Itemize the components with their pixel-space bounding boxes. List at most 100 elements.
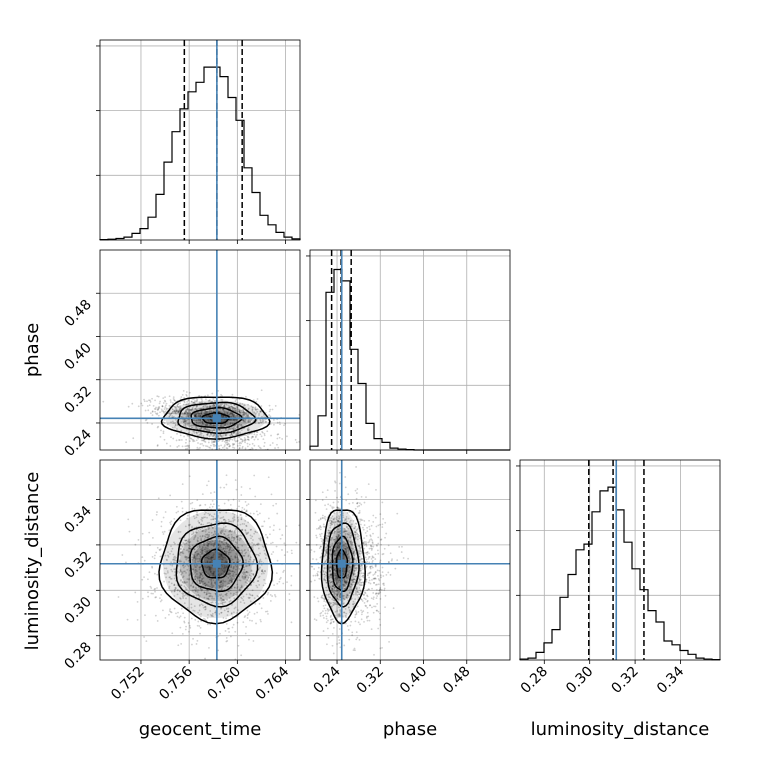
scatter-panel-geocent-time-phase-point [212, 424, 215, 427]
scatter-panel-geocent-time-phase-point [239, 402, 242, 405]
scatter-panel-geocent-time-luminosity-distance-point [191, 526, 193, 529]
scatter-panel-geocent-time-luminosity-distance-point [196, 511, 198, 514]
scatter-panel-geocent-time-phase-point [177, 411, 180, 414]
scatter-panel-phase-luminosity-distance-point [329, 553, 332, 556]
scatter-panel-geocent-time-phase-point [159, 400, 161, 403]
scatter-panel-phase-luminosity-distance-point [381, 571, 384, 574]
scatter-panel-geocent-time-luminosity-distance-point [208, 592, 211, 595]
scatter-panel-phase-luminosity-distance-point [336, 537, 339, 540]
scatter-panel-geocent-time-phase-point [193, 401, 195, 404]
scatter-panel-geocent-time-phase-point [211, 430, 213, 433]
scatter-panel-geocent-time-phase-point [250, 461, 252, 463]
scatter-panel-phase-luminosity-distance-point [363, 597, 366, 600]
scatter-panel-geocent-time-phase-point [202, 405, 205, 408]
scatter-panel-geocent-time-luminosity-distance-point [218, 552, 221, 555]
scatter-panel-geocent-time-phase-point [241, 440, 244, 443]
scatter-panel-geocent-time-phase-point [184, 423, 187, 426]
scatter-panel-geocent-time-luminosity-distance-point [201, 571, 204, 574]
scatter-panel-phase-luminosity-distance-point [366, 530, 369, 533]
scatter-panel-geocent-time-luminosity-distance-point [225, 593, 228, 596]
scatter-panel-geocent-time-luminosity-distance-point [238, 588, 241, 591]
scatter-panel-geocent-time-phase-point [226, 466, 228, 468]
scatter-panel-phase-luminosity-distance-point [336, 589, 339, 592]
scatter-panel-geocent-time-luminosity-distance-point [192, 553, 194, 556]
scatter-panel-phase-luminosity-distance-point [334, 545, 337, 547]
scatter-panel-geocent-time-phase-point [170, 412, 173, 415]
scatter-panel-geocent-time-phase-point [253, 433, 256, 436]
scatter-panel-geocent-time-phase-point [247, 436, 250, 439]
scatter-panel-phase-luminosity-distance-point [362, 542, 365, 545]
scatter-panel-geocent-time-luminosity-distance-point [173, 584, 176, 586]
scatter-panel-geocent-time-phase-point [181, 413, 184, 416]
scatter-panel-geocent-time-phase-point [227, 452, 229, 454]
scatter-panel-geocent-time-phase-point [137, 405, 140, 408]
scatter-panel-geocent-time-luminosity-distance-point [205, 591, 208, 594]
scatter-panel-geocent-time-luminosity-distance-point [227, 536, 230, 539]
scatter-panel-phase-luminosity-distance-point [342, 557, 345, 559]
scatter-panel-geocent-time-phase-point [220, 435, 222, 437]
scatter-panel-geocent-time-luminosity-distance-point [223, 550, 226, 553]
scatter-panel-phase-luminosity-distance-point [322, 523, 325, 526]
scatter-panel-geocent-time-luminosity-distance-point [233, 571, 236, 574]
scatter-panel-phase-luminosity-distance-point [337, 598, 340, 601]
scatter-panel-geocent-time-phase-point [209, 430, 212, 432]
scatter-panel-phase-luminosity-distance-point [342, 572, 345, 575]
scatter-panel-geocent-time-luminosity-distance-point [240, 518, 243, 520]
scatter-panel-geocent-time-luminosity-distance-point [203, 541, 205, 544]
scatter-panel-geocent-time-phase-point [227, 409, 230, 412]
scatter-panel-geocent-time-phase-point [234, 408, 236, 410]
scatter-panel-phase-luminosity-distance-point [353, 566, 356, 569]
scatter-panel-geocent-time-luminosity-distance-point [242, 621, 245, 624]
scatter-panel-geocent-time-phase-point [186, 401, 189, 403]
scatter-panel-geocent-time-phase-point [277, 446, 280, 449]
scatter-panel-phase-luminosity-distance-point [325, 581, 328, 584]
scatter-panel-geocent-time-luminosity-distance-point [201, 530, 204, 533]
scatter-panel-phase-luminosity-distance-point [325, 552, 328, 555]
scatter-panel-geocent-time-luminosity-distance-point [195, 516, 198, 519]
scatter-panel-phase-luminosity-distance-point [330, 521, 333, 524]
scatter-panel-geocent-time-luminosity-distance-point [228, 530, 231, 533]
scatter-panel-phase-luminosity-distance-point [352, 573, 355, 575]
scatter-panel-geocent-time-luminosity-distance-point [198, 566, 201, 569]
scatter-panel-geocent-time-luminosity-distance-point [253, 543, 255, 546]
scatter-panel-geocent-time-phase-point [221, 398, 224, 401]
scatter-panel-geocent-time-luminosity-distance-point [141, 532, 144, 535]
scatter-panel-phase-luminosity-distance-point [314, 511, 317, 514]
scatter-panel-phase-luminosity-distance-point [336, 523, 339, 526]
scatter-panel-geocent-time-luminosity-distance-point [228, 568, 231, 571]
scatter-panel-phase-luminosity-distance-point [321, 517, 324, 519]
scatter-panel-geocent-time-phase-point [198, 415, 201, 418]
scatter-panel-geocent-time-phase-point [144, 419, 147, 422]
scatter-panel-geocent-time-phase-point [255, 431, 258, 433]
scatter-panel-geocent-time-phase-point [252, 452, 254, 454]
scatter-panel-phase-luminosity-distance-point [329, 596, 332, 599]
scatter-panel-geocent-time-luminosity-distance-point [225, 483, 228, 486]
scatter-panel-geocent-time-luminosity-distance-point [213, 597, 215, 600]
scatter-panel-geocent-time-phase-point [222, 434, 225, 437]
scatter-panel-geocent-time-luminosity-distance-point [266, 536, 269, 539]
scatter-panel-geocent-time-luminosity-distance-point [199, 554, 201, 556]
scatter-panel-geocent-time-phase-point [256, 463, 258, 465]
scatter-panel-geocent-time-luminosity-distance-xtick-label-0: 0.752 [108, 664, 148, 704]
scatter-panel-geocent-time-phase-point [184, 413, 186, 415]
scatter-panel-geocent-time-luminosity-distance-point [163, 567, 166, 570]
scatter-panel-geocent-time-luminosity-distance-point [238, 539, 241, 542]
scatter-panel-geocent-time-luminosity-distance-point [257, 595, 260, 598]
scatter-panel-geocent-time-luminosity-distance-point [252, 539, 254, 541]
scatter-panel-geocent-time-phase-point [244, 438, 247, 441]
scatter-panel-geocent-time-luminosity-distance-point [227, 544, 229, 547]
scatter-panel-geocent-time-phase-point [241, 447, 244, 450]
scatter-panel-geocent-time-luminosity-distance-point [267, 613, 269, 615]
scatter-panel-geocent-time-phase-point [246, 428, 249, 431]
scatter-panel-geocent-time-phase-point [259, 410, 262, 413]
scatter-panel-geocent-time-luminosity-distance-point [225, 575, 228, 578]
scatter-panel-geocent-time-phase-point [162, 397, 165, 400]
scatter-panel-geocent-time-phase-point [255, 408, 258, 411]
scatter-panel-phase-luminosity-distance-point [324, 612, 327, 615]
scatter-panel-geocent-time-luminosity-distance-point [240, 585, 243, 588]
scatter-panel-geocent-time-phase-point [154, 408, 157, 411]
scatter-panel-geocent-time-luminosity-distance-point [164, 554, 167, 557]
scatter-panel-phase-luminosity-distance-point [320, 532, 323, 535]
scatter-panel-geocent-time-luminosity-distance-point [238, 505, 240, 508]
